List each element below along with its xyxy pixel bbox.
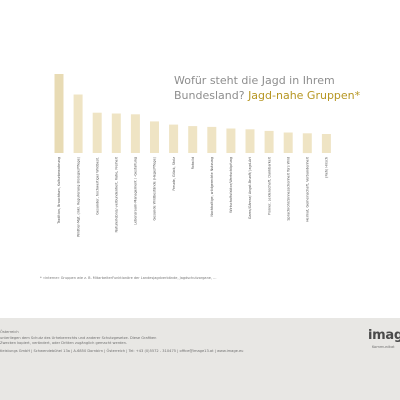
category-label-1: Tradition, Brauchtum, Kulturbewahrung <box>57 157 61 225</box>
category-label-14: Heimat, Gemeinschaft, Verbundenheit <box>306 156 310 222</box>
bar-13 <box>283 132 293 153</box>
bar-7 <box>169 124 179 153</box>
category-label-12: Pionier, Leidenschaft, Dankbarkeit <box>267 156 271 215</box>
chart-title-prefix: Bundesland? <box>174 89 245 102</box>
bar-4 <box>111 113 121 153</box>
bar-10 <box>226 128 236 153</box>
chart-title-line2: Bundesland? Jagd-nahe Gruppen* <box>174 89 360 102</box>
category-label-15: (Reh) Hirsch <box>325 157 329 178</box>
category-label-7: Freude, Glück, Stolz <box>172 157 176 191</box>
category-label-3: Gesunder, hochwertiger Wildbest. <box>95 157 99 215</box>
bar-6 <box>150 121 159 153</box>
category-label-9: Nachhaltige, wildgerechte Nutzung <box>210 157 214 217</box>
brand-tagline: Kommunikat <box>372 345 395 349</box>
bar-1 <box>54 74 64 153</box>
footer-line-3: Zwecken kopiert, verändert, oder Dritten… <box>0 341 128 345</box>
bar-15 <box>321 134 331 153</box>
footer: Österreich unterliegen dem Schutz des Ur… <box>0 318 400 400</box>
category-label-5: Lebensraum-Management / -Gestaltung <box>134 157 138 225</box>
bar-11 <box>245 129 255 153</box>
bar-5 <box>130 114 140 153</box>
bar-3 <box>92 112 102 153</box>
bar-chart: Tradition, Brauchtum, Kulturbewahrung Wil… <box>54 74 331 237</box>
footer-address: tleistungs GmbH | Schwendebühel 13a | A-… <box>0 349 244 353</box>
category-label-2: Wildtier-Mgt. (inkl. Regulierung Biologi… <box>76 156 80 237</box>
chart-footnote: * «interne» Gruppen wie z. B. Mitarbeite… <box>40 276 217 280</box>
bar-14 <box>302 133 312 154</box>
chart-title-line1: Wofür steht die Jagd in Ihrem <box>174 74 335 87</box>
footer-line-1: Österreich <box>0 330 19 334</box>
category-label-4: Naturerlebnis/-verbundenheit, Ruhe, Frei… <box>115 156 119 232</box>
brand-logo: imag <box>368 328 400 343</box>
bar-12 <box>264 130 274 153</box>
slide: Tradition, Brauchtum, Kulturbewahrung Wil… <box>40 74 361 280</box>
chart-title-highlight: Jagd-nahe Gruppen* <box>248 89 361 102</box>
bar-8 <box>188 126 198 153</box>
category-label-10: Wirtschaftsfaktor/Wertschöpfung <box>229 157 233 213</box>
category-label-6: Gesunde Wildbestände (Hege/Pflege) <box>153 156 157 220</box>
category-label-8: Rotwild <box>191 157 195 169</box>
bar-9 <box>207 126 217 153</box>
category-label-11: Gams/Gämse/ Angst-Brunft/ Jagd-Art <box>248 156 252 219</box>
footer-line-2: unterliegen dem Schutz des Urheberrechts… <box>0 336 157 340</box>
category-label-13: Sprachrohr/Sinnesschonheit fürs Wild <box>286 157 290 221</box>
bar-2 <box>73 94 83 153</box>
